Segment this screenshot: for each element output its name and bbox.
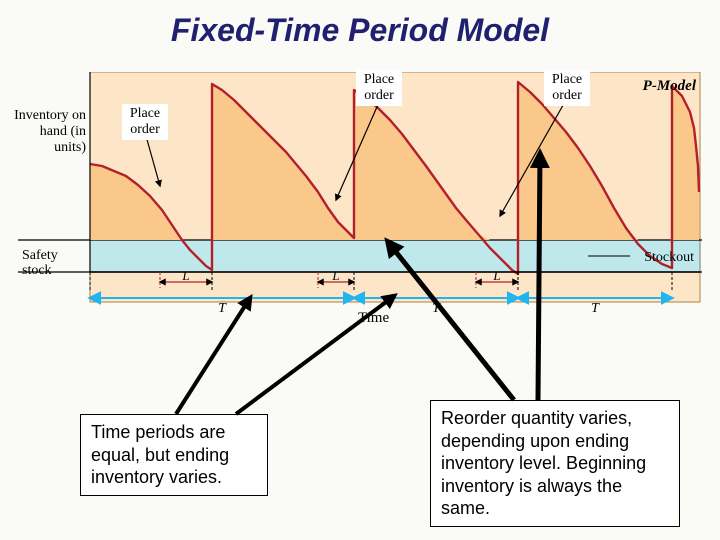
svg-text:L: L [181,268,189,283]
y-axis-label: Inventory on hand (in units) [14,108,86,156]
svg-text:T: T [591,301,600,316]
x-axis-label: Time [358,310,389,327]
svg-text:L: L [492,268,500,283]
chart-svg: L L L T T T [18,72,702,332]
place-order-callout-1: Place order [122,104,168,140]
caption-time-periods: Time periods are equal, but ending inven… [80,414,268,496]
stockout-label: Stockout [644,250,694,266]
p-model-label: P-Model [643,78,696,95]
place-order-callout-2: Place order [356,70,402,106]
safety-stock-label: Safety stock [22,248,82,279]
caption-reorder-qty: Reorder quantity varies, depending upon … [430,400,680,527]
svg-text:T: T [218,301,227,316]
svg-text:T: T [432,301,441,316]
inventory-chart: LLLTTT Inventory on hand (in units) Safe… [18,72,702,332]
place-order-callout-3: Place order [544,70,590,106]
page-title: Fixed-Time Period Model [0,0,720,49]
svg-text:L: L [331,268,339,283]
